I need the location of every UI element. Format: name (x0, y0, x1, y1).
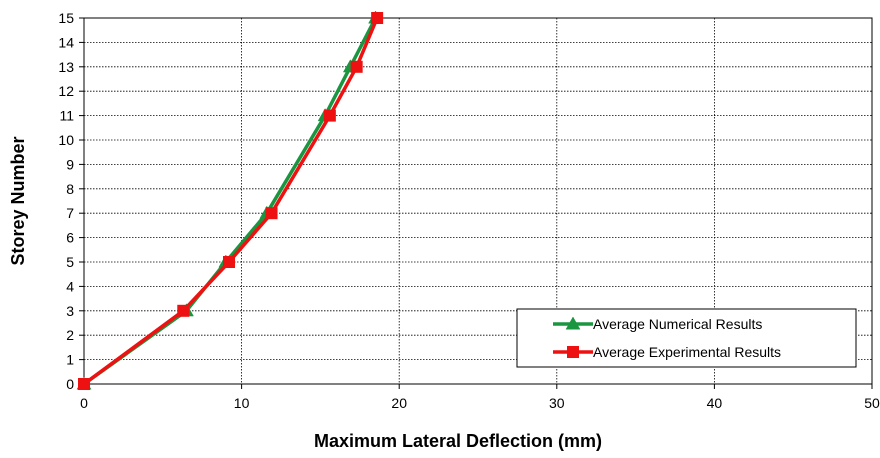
y-tick-label: 13 (58, 59, 74, 75)
y-tick-label: 11 (59, 108, 74, 124)
y-tick-label: 15 (58, 10, 74, 26)
y-tick-label: 12 (58, 83, 74, 99)
y-axis-title: Storey Number (8, 136, 28, 265)
data-point (177, 305, 189, 317)
x-tick-label: 50 (864, 395, 880, 411)
data-point (371, 12, 383, 24)
x-axis-ticks: 0 10 20 30 40 50 (80, 384, 880, 411)
y-tick-label: 8 (66, 181, 74, 197)
y-tick-label: 14 (58, 34, 74, 50)
data-point (78, 378, 90, 390)
x-tick-label: 0 (80, 395, 88, 411)
y-tick-label: 6 (66, 230, 74, 246)
data-point (351, 61, 363, 73)
x-tick-label: 30 (549, 395, 565, 411)
y-tick-label: 2 (66, 327, 74, 343)
x-tick-label: 10 (234, 395, 250, 411)
y-tick-label: 4 (66, 278, 74, 294)
legend-label: Average Numerical Results (593, 316, 762, 332)
y-tick-label: 0 (66, 376, 74, 392)
x-tick-label: 20 (391, 395, 407, 411)
y-tick-label: 9 (66, 156, 74, 172)
x-axis-title: Maximum Lateral Deflection (mm) (314, 431, 602, 451)
y-tick-label: 10 (58, 132, 74, 148)
legend-label: Average Experimental Results (593, 344, 781, 360)
data-point (266, 207, 278, 219)
legend: Average Numerical Results Average Experim… (517, 309, 856, 367)
legend-marker (567, 346, 579, 358)
y-tick-label: 3 (66, 303, 74, 319)
data-point (223, 256, 235, 268)
data-point (324, 110, 336, 122)
y-tick-label: 1 (66, 352, 74, 368)
x-tick-label: 40 (707, 395, 723, 411)
y-tick-label: 5 (66, 254, 74, 270)
y-tick-label: 7 (66, 205, 74, 221)
